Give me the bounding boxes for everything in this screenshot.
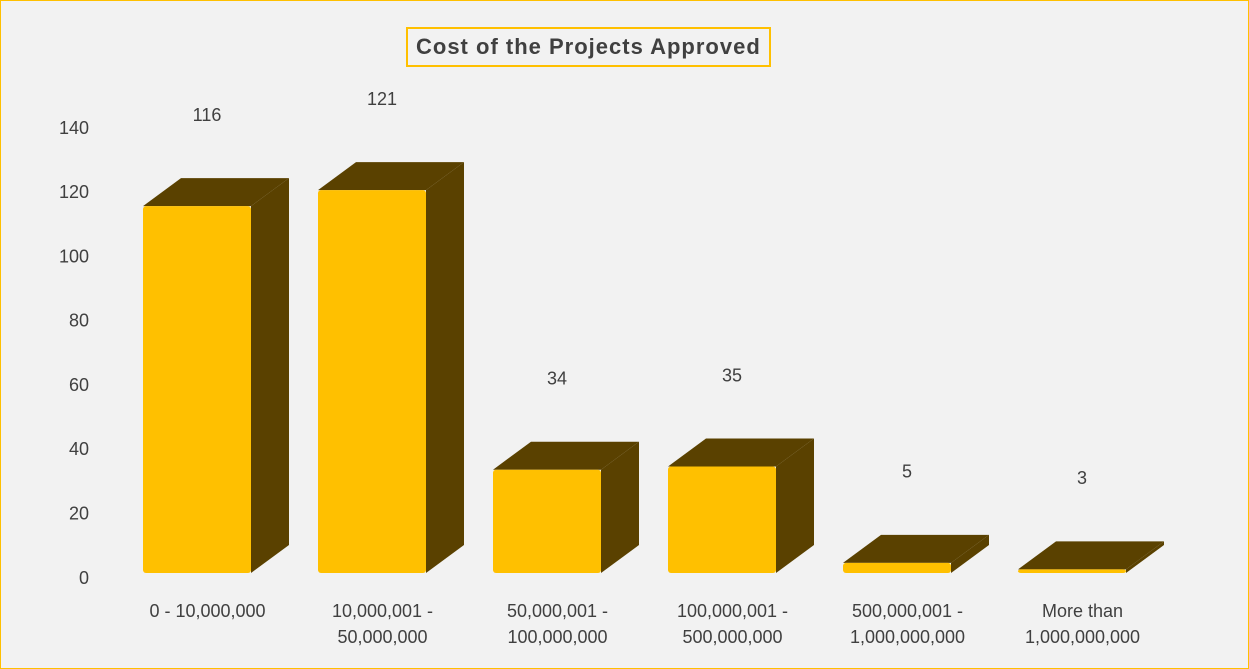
bar bbox=[493, 469, 601, 573]
bar bbox=[1018, 569, 1126, 573]
y-tick-label: 80 bbox=[69, 311, 89, 331]
bar-side bbox=[776, 438, 814, 573]
y-tick-label: 60 bbox=[69, 375, 89, 395]
bar-top bbox=[843, 534, 989, 563]
x-tick-label: 50,000,001 - 100,000,000 bbox=[506, 601, 609, 647]
chart-title: Cost of the Projects Approved bbox=[406, 27, 771, 67]
data-label: 34 bbox=[547, 368, 567, 388]
bar bbox=[143, 206, 251, 573]
x-tick-label: 100,000,001 - 500,000,000 bbox=[676, 601, 789, 647]
y-tick-label: 140 bbox=[59, 118, 89, 138]
bar-top bbox=[143, 178, 289, 207]
bar-top bbox=[1018, 541, 1164, 570]
y-tick-label: 0 bbox=[79, 568, 89, 588]
data-label: 116 bbox=[193, 105, 222, 125]
data-label: 121 bbox=[367, 89, 397, 109]
y-tick-label: 100 bbox=[59, 246, 89, 266]
bar-side bbox=[951, 534, 989, 573]
bar-side bbox=[251, 178, 289, 573]
bar-top bbox=[318, 162, 464, 191]
x-tick-label: 0 - 10,000,000 bbox=[149, 601, 266, 621]
y-tick-label: 20 bbox=[69, 503, 89, 523]
y-tick-label: 120 bbox=[59, 182, 89, 202]
bar-top bbox=[493, 441, 639, 470]
bar bbox=[318, 190, 426, 574]
data-label: 35 bbox=[722, 365, 742, 385]
data-label: 5 bbox=[902, 462, 912, 482]
bar-side bbox=[1126, 541, 1164, 573]
bar-side bbox=[426, 162, 464, 574]
bar bbox=[668, 466, 776, 573]
y-tick-label: 40 bbox=[69, 439, 89, 459]
x-tick-label: More than 1,000,000,000 bbox=[1024, 601, 1141, 647]
x-tick-label: 500,000,001 - 1,000,000,000 bbox=[849, 601, 966, 647]
bar-side bbox=[601, 441, 639, 573]
x-tick-label: 10,000,001 - 50,000,000 bbox=[331, 601, 434, 647]
data-label: 3 bbox=[1077, 468, 1087, 488]
bar bbox=[843, 562, 951, 573]
bar-top bbox=[668, 438, 814, 467]
